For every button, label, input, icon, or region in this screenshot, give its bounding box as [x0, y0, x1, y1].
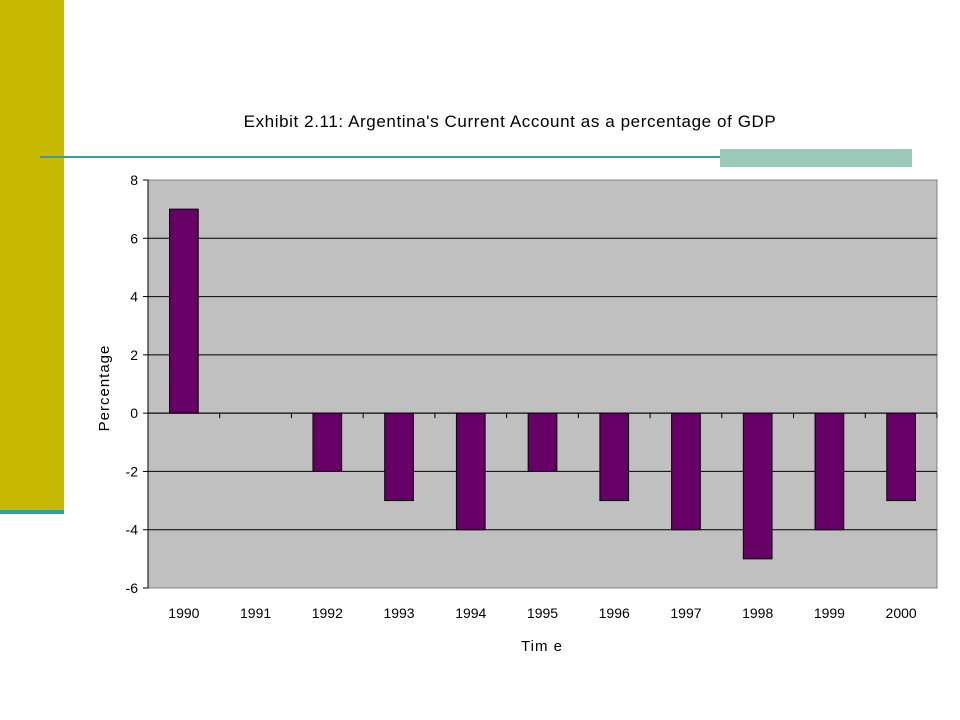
bar-1998	[742, 412, 773, 560]
y-tick-label: -2	[126, 463, 139, 479]
y-tick-label: 8	[130, 172, 138, 188]
bar-1994	[455, 412, 486, 531]
title-rule	[40, 156, 912, 158]
zero-line	[147, 412, 938, 419]
bar-1997	[671, 412, 701, 531]
x-tick-label: 1990	[168, 605, 199, 621]
x-tick-label: 1994	[455, 605, 486, 621]
x-tick-label: 1992	[312, 605, 343, 621]
bar-2000	[886, 412, 916, 502]
bar-1999	[814, 412, 845, 531]
y-tick-label: -4	[126, 522, 139, 538]
y-axis-title: Percentage	[96, 345, 113, 432]
y-tick-label: 4	[130, 289, 138, 305]
bar-1992	[312, 412, 343, 472]
x-tick-label: 1995	[527, 605, 558, 621]
title-rule-block	[720, 149, 912, 167]
y-tick-label: -6	[126, 580, 139, 596]
y-axis: 8 6 4 2 0 -2 -4 -6	[126, 172, 149, 596]
y-tick-label: 6	[130, 230, 138, 246]
x-tick-label: 2000	[886, 605, 917, 621]
bar-1990	[169, 208, 199, 414]
x-axis: 1990 1991 1992 1993 1994 1995 1996 1997 1998 1999…	[168, 605, 917, 621]
bar-1993	[384, 412, 414, 502]
x-tick-label: 1997	[670, 605, 701, 621]
x-tick-label: 1998	[742, 605, 773, 621]
accent-bar	[0, 0, 64, 510]
x-tick-label: 1993	[383, 605, 414, 621]
y-tick-label: 2	[130, 347, 138, 363]
bar-1996	[599, 412, 630, 502]
chart-title: Exhibit 2.11: Argentina's Current Accoun…	[243, 112, 777, 131]
accent-bar-underline	[0, 510, 64, 514]
plot-area	[147, 179, 938, 589]
y-tick-label: 0	[130, 405, 138, 421]
x-tick-label: 1999	[814, 605, 845, 621]
x-axis-title: Tim e	[521, 638, 563, 655]
bars	[169, 208, 916, 560]
x-tick-label: 1991	[240, 605, 271, 621]
bar-1995	[527, 412, 558, 472]
x-tick-label: 1996	[599, 605, 630, 621]
